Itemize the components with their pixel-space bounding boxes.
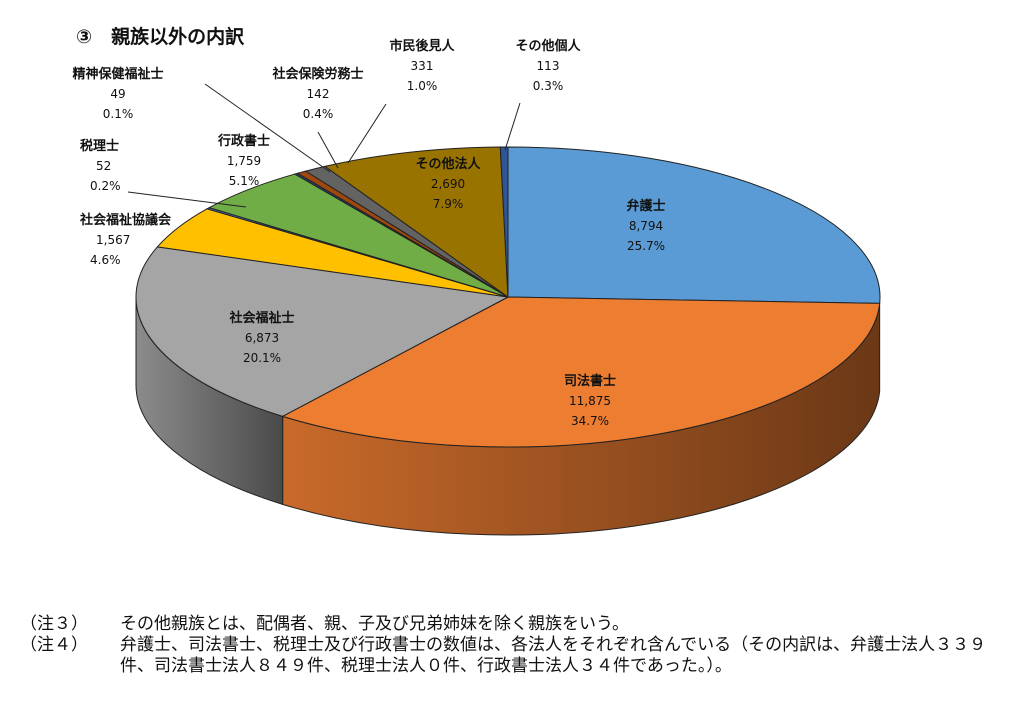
note-4-text: 弁護士、司法書士、税理士及び行政書士の数値は、各法人をそれぞれ含んでいる（その内… — [120, 635, 987, 676]
slice-value-bengoshi: 8,794 — [629, 219, 663, 233]
slice-label-shakai-fukushishi: 社会福祉士 — [228, 310, 294, 326]
note-4-mark: （注４） — [20, 635, 88, 655]
slice-label-shiho-shoshi: 司法書士 — [564, 373, 616, 389]
slice-value-sonota-kojin: 113 — [537, 59, 560, 73]
note-3-mark: （注３） — [20, 614, 88, 634]
notes: （注３） その他親族とは、配偶者、親、子及び兄弟姉妹を除く親族をいう。 （注４）… — [20, 614, 1010, 677]
pie-slice-shiho-shoshi — [281, 296, 881, 448]
slice-label-sonota-hojin: その他法人 — [415, 156, 481, 172]
note-3: （注３） その他親族とは、配偶者、親、子及び兄弟姉妹を除く親族をいう。 — [20, 614, 1010, 635]
slice-label-shimin-kokennin: 市民後見人 — [389, 38, 455, 54]
slice-value-seishin-hoken-fukushishi: 49 — [110, 87, 125, 101]
slice-label-seishin-hoken-fukushishi: 精神保健福祉士 — [72, 66, 163, 82]
slice-value-shakyo: 1,567 — [96, 233, 130, 247]
slice-percent-sonota-hojin: 7.9% — [433, 197, 464, 211]
leader-line-sharoushi — [317, 131, 339, 169]
slice-label-shakyo: 社会福祉協議会 — [79, 212, 172, 228]
slice-value-shiho-shoshi: 11,875 — [569, 394, 611, 408]
pie-chart: 弁護士 8,794 25.7% 司法書士 11,875 34.7% 社会福祉士 6,873 20… — [72, 38, 881, 536]
slice-value-zeirishi: 52 — [96, 159, 111, 173]
note-3-text: その他親族とは、配偶者、親、子及び兄弟姉妹を除く親族をいう。 — [120, 614, 629, 634]
pie-slice-sonota-hojin — [323, 146, 509, 299]
slice-percent-shimin-kokennin: 1.0% — [407, 79, 438, 93]
slice-value-sharoushi: 142 — [307, 87, 330, 101]
slice-percent-sharoushi: 0.4% — [303, 107, 334, 121]
pie-slice-shakai-fukushishi — [135, 246, 510, 417]
slice-value-shakai-fukushishi: 6,873 — [245, 331, 279, 345]
slice-percent-sonota-kojin: 0.3% — [533, 79, 564, 93]
slice-percent-shiho-shoshi: 34.7% — [571, 414, 609, 428]
slice-percent-shakai-fukushishi: 20.1% — [243, 351, 281, 365]
slice-percent-shakyo: 4.6% — [90, 253, 121, 267]
leader-line-sonota-kojin — [504, 102, 521, 151]
pie-slice-sonota-kojin — [499, 146, 509, 298]
leader-line-seishin-hoken-fukushishi — [204, 83, 331, 173]
leader-line-shimin-kokennin — [347, 103, 387, 164]
slice-value-shimin-kokennin: 331 — [411, 59, 434, 73]
slice-label-bengoshi: 弁護士 — [626, 198, 665, 214]
slice-label-sharoushi: 社会保険労務士 — [271, 66, 363, 82]
pie-slice-bengoshi — [507, 146, 881, 304]
slice-percent-zeirishi: 0.2% — [90, 179, 121, 193]
slice-label-gyosei-shoshi: 行政書士 — [217, 133, 270, 149]
slice-label-zeirishi: 税理士 — [80, 138, 119, 154]
chart-title: ③ 親族以外の内訳 — [76, 26, 245, 48]
slice-percent-bengoshi: 25.7% — [627, 239, 665, 253]
slice-percent-seishin-hoken-fukushishi: 0.1% — [103, 107, 134, 121]
slice-label-sonota-kojin: その他個人 — [515, 38, 581, 54]
slice-value-sonota-hojin: 2,690 — [431, 177, 465, 191]
leader-line-zeirishi — [127, 191, 247, 208]
note-4: （注４） 弁護士、司法書士、税理士及び行政書士の数値は、各法人をそれぞれ含んでい… — [20, 635, 1010, 677]
slice-value-gyosei-shoshi: 1,759 — [227, 154, 261, 168]
slice-percent-gyosei-shoshi: 5.1% — [229, 174, 260, 188]
